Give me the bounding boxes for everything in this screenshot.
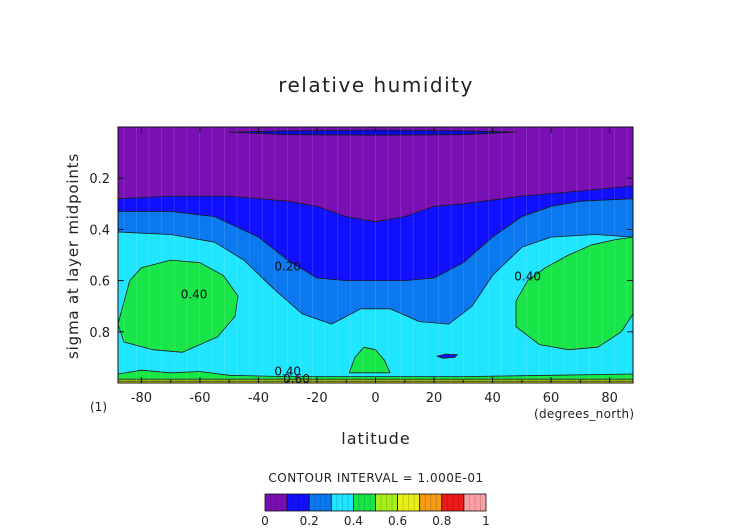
y-axis-label: sigma at layer midpoints [64, 153, 82, 359]
contour-fill-0.4-0.5-4 [117, 259, 239, 353]
plot-area: 0.200.400.400.400.60 [117, 127, 634, 386]
colorbar: 0 0.2 0.4 0.6 0.8 1 [261, 493, 490, 528]
contour-label: 0.60 [283, 372, 310, 386]
colorbar-label: 0.2 [300, 514, 319, 528]
colorbar-label: 0.6 [388, 514, 407, 528]
colorbar-label: 0.8 [432, 514, 451, 528]
colorbar-label: 0 [261, 514, 269, 528]
chart-title: relative humidity [278, 73, 474, 97]
x-tick-label: 0 [371, 391, 379, 406]
x-axis-label: latitude [341, 429, 410, 448]
contour-label: 0.40 [514, 270, 541, 284]
x-tick-label: -60 [189, 391, 210, 406]
panel-label: (1) [90, 400, 107, 414]
y-tick-label: 0.4 [89, 223, 110, 238]
x-units-label: (degrees_north) [534, 407, 634, 421]
colorbar-swatch [463, 493, 487, 512]
x-tick-label: -40 [248, 391, 269, 406]
colorbar-label: 1 [482, 514, 490, 528]
y-tick-label: 0.6 [89, 275, 110, 290]
contour-fill-0.3-0.4-3 [117, 231, 634, 384]
axes: -80 -60 -40 -20 0 20 40 60 80 0.2 0.4 0.6 0.8 [89, 127, 633, 406]
x-tick-label: -20 [306, 391, 327, 406]
contour-label: 0.40 [181, 288, 208, 302]
contour-fill-0.4-0.5-6 [348, 346, 391, 374]
y-tick-label: 0.8 [89, 326, 110, 341]
contour-fill-0.4-0.5-5 [515, 236, 634, 351]
x-tick-label: 60 [543, 391, 560, 406]
contour-label: 0.20 [274, 259, 301, 273]
x-tick-label: 80 [601, 391, 618, 406]
x-tick-label: 40 [484, 391, 501, 406]
y-tick-label: 0.2 [89, 172, 110, 187]
x-tick-label: 20 [426, 391, 443, 406]
contour-label: 0.40 [274, 364, 301, 378]
x-tick-label: -80 [131, 391, 152, 406]
contour-fill-0.1-0.2-10 [436, 353, 458, 359]
contour-interval-text: CONTOUR INTERVAL = 1.000E-01 [268, 471, 483, 485]
colorbar-label: 0.4 [344, 514, 363, 528]
